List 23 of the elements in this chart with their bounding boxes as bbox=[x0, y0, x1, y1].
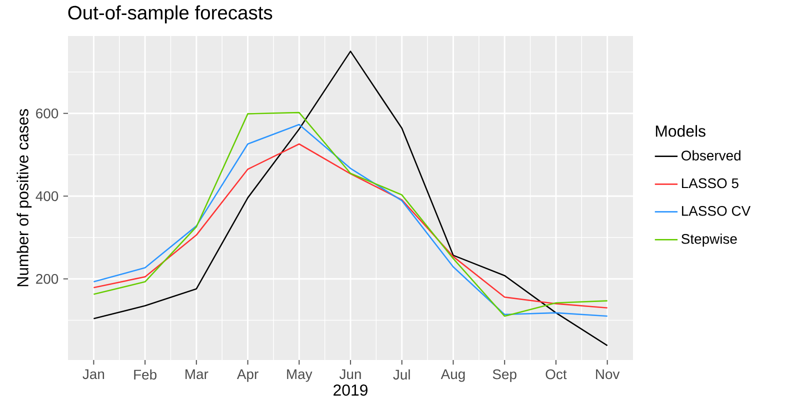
x-tick-label: Jun bbox=[339, 369, 361, 380]
x-tick-label: Oct bbox=[546, 369, 567, 380]
y-axis-title: Number of positive cases bbox=[16, 109, 32, 286]
x-axis-title: 2019 bbox=[334, 384, 368, 396]
legend-label: Stepwise bbox=[681, 234, 737, 247]
y-tick-label: 200 bbox=[36, 274, 58, 284]
x-tick-label: Mar bbox=[186, 369, 208, 380]
chart-title: Out-of-sample forecasts bbox=[68, 5, 272, 24]
legend-title: Models bbox=[656, 125, 706, 137]
line-series bbox=[93, 50, 608, 346]
x-tick-label: Aug bbox=[440, 369, 465, 382]
x-tick-label: Apr bbox=[236, 369, 258, 382]
x-tick-label: Jan bbox=[82, 369, 104, 380]
x-tick-label: Jul bbox=[393, 369, 410, 380]
legend-label: LASSO CV bbox=[682, 206, 751, 216]
x-tick-label: May bbox=[287, 369, 312, 382]
x-tick-label: Sep bbox=[492, 369, 516, 382]
y-tick-label: 600 bbox=[36, 108, 58, 118]
x-tick-label: Nov bbox=[596, 369, 620, 380]
x-tick-label: Feb bbox=[134, 369, 156, 380]
y-tick-label: 400 bbox=[36, 191, 58, 202]
legend-label: LASSO 5 bbox=[682, 178, 738, 188]
legend-label: Observed bbox=[682, 150, 740, 161]
